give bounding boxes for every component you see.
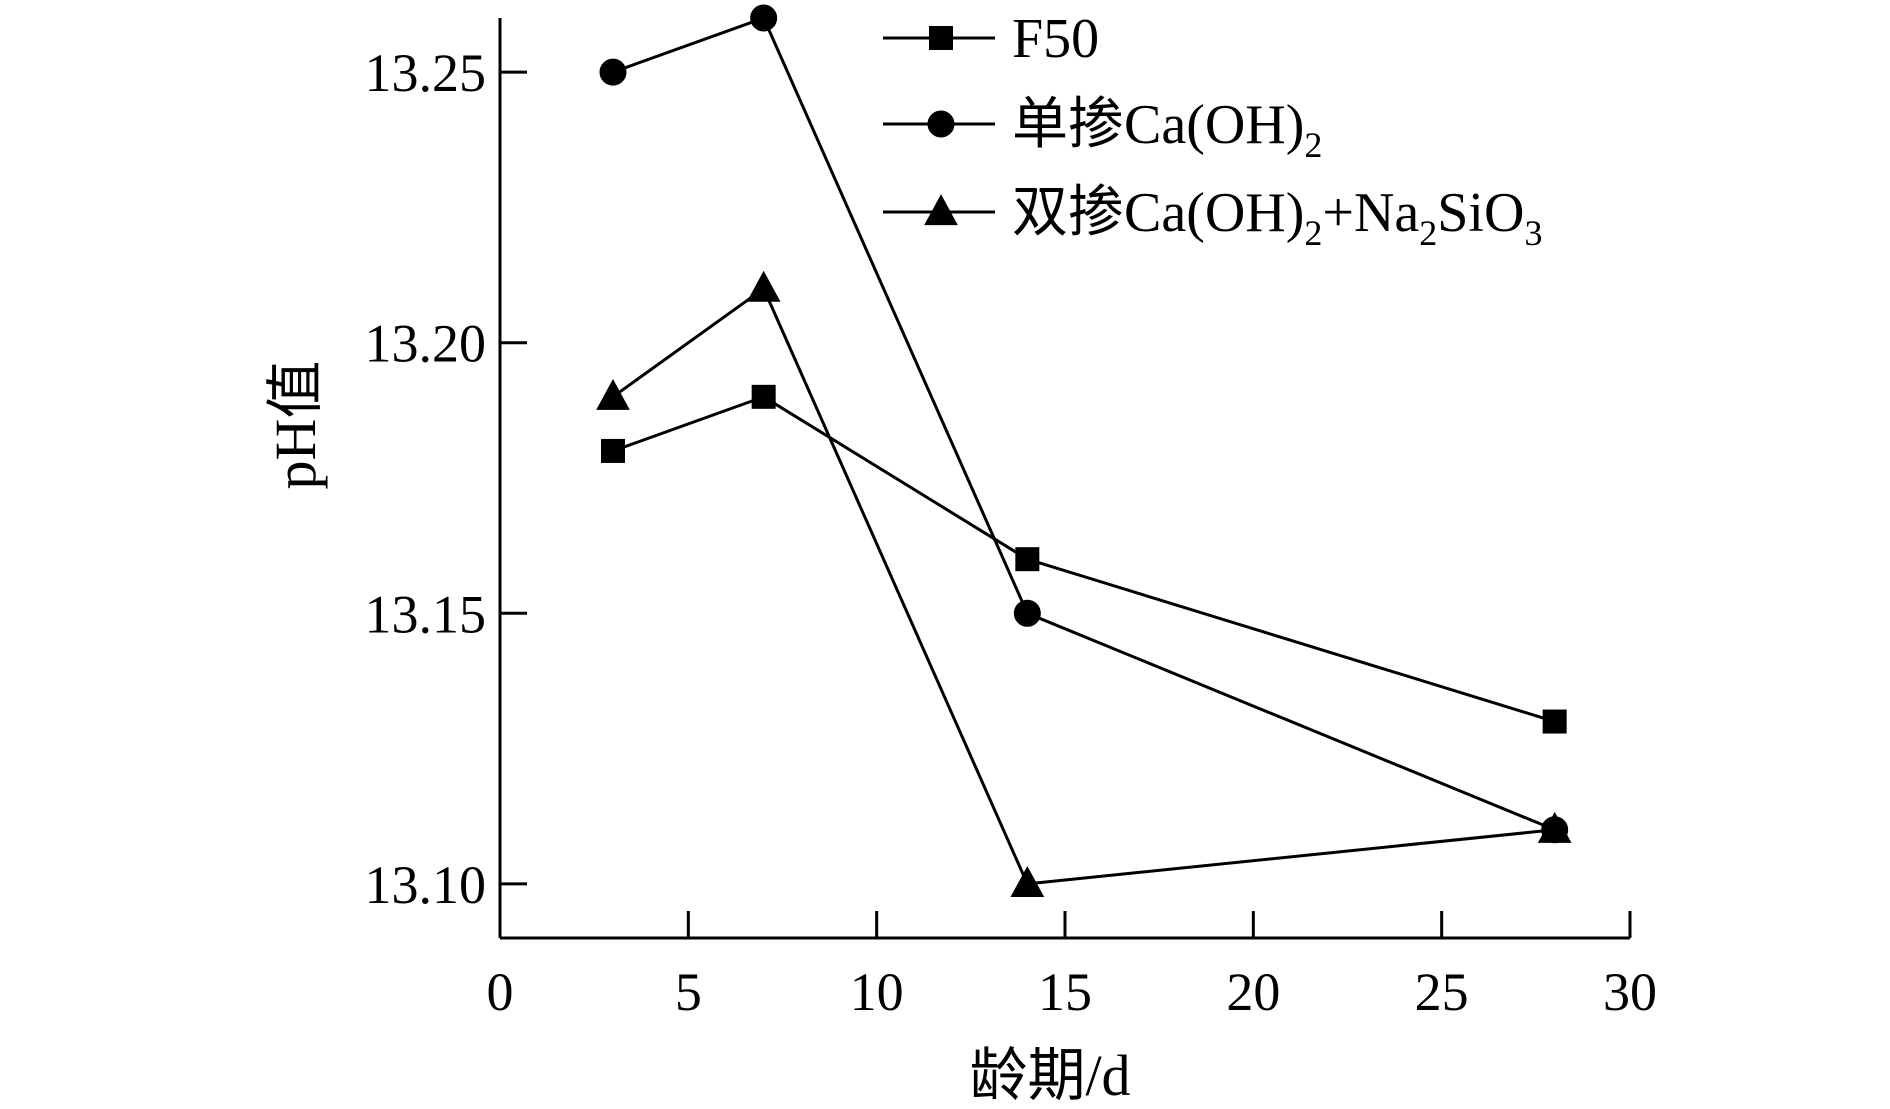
series-2-point-0 <box>596 378 630 410</box>
series-2-point-1 <box>746 270 781 302</box>
legend-label-1-part-1: 2 <box>1304 125 1322 165</box>
y-axis-title: pH值 <box>263 361 328 490</box>
series-0-point-0 <box>601 438 625 463</box>
series-2-point-3 <box>1537 811 1572 843</box>
legend-label-2: 双掺Ca(OH)2+Na2SiO3 <box>1012 182 1542 253</box>
ticks: 0 5 10 15 20 25 30 13.10 13.15 13.20 13.25 <box>365 43 1658 1022</box>
x-axis-title: 龄期/d <box>969 1043 1130 1108</box>
legend-marker-0 <box>929 26 953 50</box>
series-0-line <box>612 395 1556 723</box>
legend-label-2-part-5: 3 <box>1524 213 1542 253</box>
x-tick-label-3: 15 <box>1038 962 1092 1022</box>
legend-item-0: F50 <box>883 8 1099 70</box>
y-tick-label-1: 13.15 <box>365 584 487 644</box>
y-tick-label-0: 13.10 <box>365 855 487 915</box>
series-layer <box>596 4 1572 897</box>
x-tick-label-6: 30 <box>1603 962 1657 1022</box>
series-2-line <box>612 286 1555 886</box>
legend-label-1: 单掺Ca(OH)2 <box>1012 94 1322 165</box>
y-tick-label-2: 13.20 <box>365 314 487 374</box>
legend-label-2-part-3: 2 <box>1419 213 1437 253</box>
series-0-point-1 <box>751 384 776 409</box>
legend-label-1-part-0: 单掺Ca(OH) <box>1012 94 1304 156</box>
legend-label-2-part-4: SiO <box>1437 182 1524 244</box>
series-2 <box>596 270 1572 897</box>
series-0-point-3 <box>1542 709 1567 734</box>
x-tick-label-1: 5 <box>675 962 702 1022</box>
x-tick-label-4: 20 <box>1226 962 1280 1022</box>
legend-label-0: F50 <box>1012 8 1099 70</box>
legend-label-2-part-2: +Na <box>1322 182 1419 244</box>
x-tick-label-5: 25 <box>1415 962 1469 1022</box>
x-tick-label-0: 0 <box>487 962 514 1022</box>
legend-marker-2 <box>924 194 958 226</box>
series-1-line <box>612 16 1556 832</box>
legend-item-2: 双掺Ca(OH)2+Na2SiO3 <box>883 182 1542 253</box>
axes <box>498 18 1630 940</box>
legend-label-0-part-0: F50 <box>1012 8 1099 70</box>
series-1-point-2 <box>1013 599 1041 627</box>
y-tick-label-3: 13.25 <box>365 43 487 103</box>
series-0 <box>601 384 1567 734</box>
legend-item-1: 单掺Ca(OH)2 <box>883 94 1322 165</box>
series-1-point-1 <box>750 4 778 32</box>
legend-label-2-part-0: 双掺Ca(OH) <box>1012 182 1304 244</box>
series-1-point-0 <box>599 58 627 86</box>
legend-marker-1 <box>927 110 955 138</box>
x-tick-label-2: 10 <box>850 962 904 1022</box>
series-2-point-2 <box>1010 866 1045 897</box>
legend-label-2-part-1: 2 <box>1304 213 1322 253</box>
series-0-point-2 <box>1015 547 1040 572</box>
